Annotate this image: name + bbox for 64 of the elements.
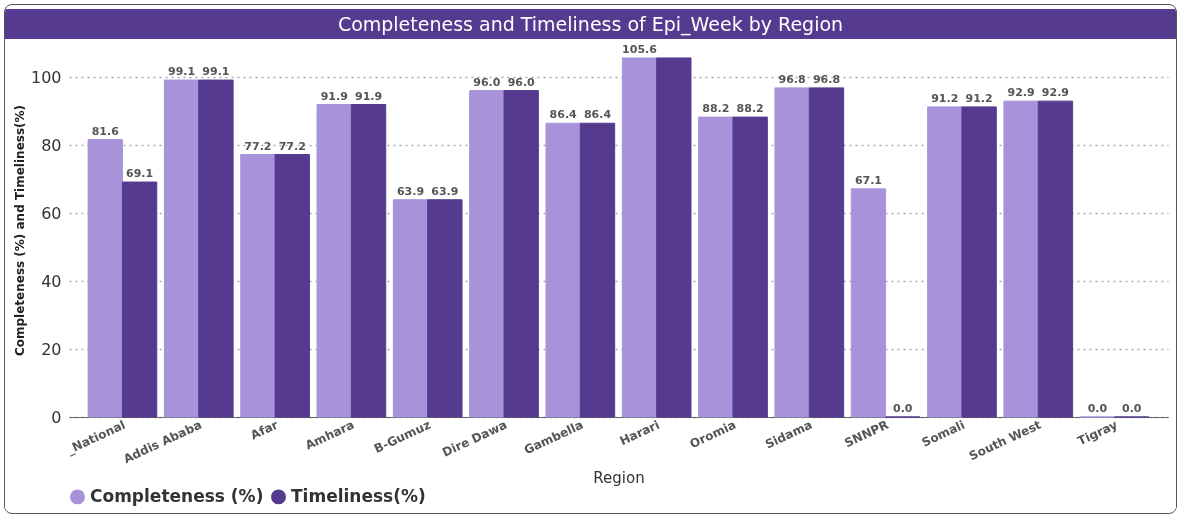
bar [274, 154, 310, 418]
data-label: 96.8 [812, 72, 841, 86]
legend-label: Completeness (%) [90, 485, 264, 506]
bar [808, 87, 845, 418]
y-tick-label: 20 [41, 339, 62, 359]
legend-label: Timeliness(%) [291, 485, 426, 506]
data-label: 69.1 [126, 167, 154, 181]
data-label: 99.1 [202, 65, 230, 79]
bar [545, 122, 581, 418]
data-label: 77.2 [244, 139, 272, 153]
data-label: 91.2 [965, 91, 993, 105]
data-label: 63.9 [431, 184, 459, 198]
bar [469, 90, 505, 418]
bar [316, 104, 352, 418]
bar [656, 57, 692, 418]
bar [121, 181, 158, 418]
bar [87, 139, 123, 418]
data-label: 88.2 [736, 102, 764, 116]
data-label: 67.1 [854, 173, 883, 187]
bar [503, 90, 539, 418]
bar [427, 199, 463, 418]
data-label: 99.1 [168, 65, 196, 79]
data-label: 96.8 [778, 72, 806, 86]
data-label: 81.6 [91, 124, 120, 138]
data-label: 0.0 [893, 402, 913, 415]
bar [579, 122, 616, 418]
data-label: 96.0 [507, 75, 536, 89]
bar [732, 116, 768, 418]
data-label: 91.2 [931, 91, 959, 105]
data-label: 88.2 [702, 102, 730, 116]
bar [392, 199, 429, 418]
data-label: 91.9 [320, 89, 348, 103]
bar [1003, 100, 1039, 418]
x-axis-title: Region [593, 469, 645, 488]
data-label: 96.0 [473, 75, 501, 89]
y-tick-label: 40 [41, 271, 62, 291]
data-label: 92.9 [1041, 86, 1069, 100]
bar [1037, 100, 1074, 418]
bar [927, 106, 963, 418]
data-label: 86.4 [583, 108, 612, 122]
bar [850, 188, 887, 418]
data-label: 0.0 [1122, 402, 1142, 415]
bar [240, 154, 276, 418]
bar [961, 106, 997, 418]
y-tick-label: 80 [41, 135, 62, 155]
data-label: 86.4 [549, 108, 578, 122]
bar [350, 104, 387, 418]
data-label: 0.0 [1087, 402, 1108, 415]
x-tick-label: Afar [248, 417, 281, 443]
y-tick-label: 60 [41, 203, 62, 223]
y-axis-title: Completeness (%) and Timeliness(%) [12, 104, 27, 357]
bar [198, 79, 234, 418]
data-label: 63.9 [396, 184, 425, 198]
chart-title: Completeness and Timeliness of Epi_Week by Region [5, 9, 1176, 39]
data-label: 91.9 [354, 89, 383, 103]
data-label: 105.6 [622, 42, 658, 56]
bar [774, 87, 810, 418]
data-label: 92.9 [1007, 86, 1035, 100]
bar [698, 116, 734, 418]
y-tick-label: 100 [30, 67, 62, 87]
data-label: 77.2 [278, 139, 306, 153]
y-tick-label: 0 [51, 407, 62, 427]
bar [163, 79, 200, 418]
bar [621, 57, 658, 418]
